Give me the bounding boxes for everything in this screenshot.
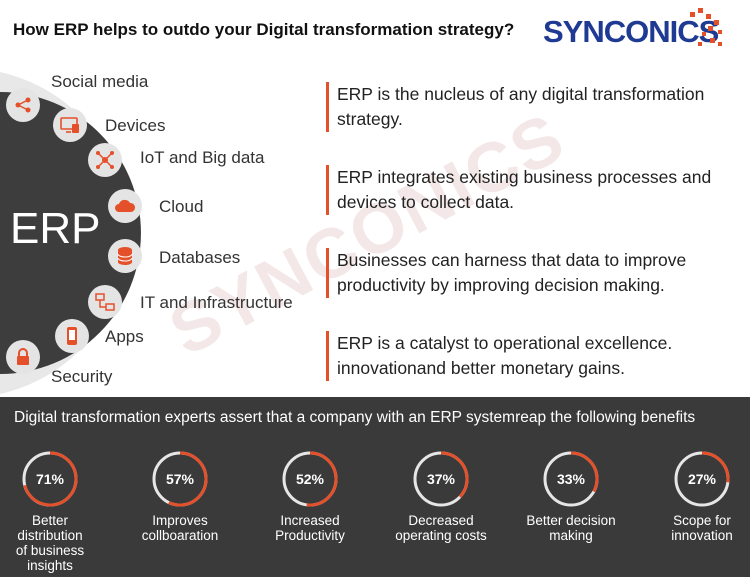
benefit-label: Increased Productivity [275,513,345,543]
benefit-ring-fill [543,451,599,507]
benefit-item: 52% Increased Productivity [250,449,370,543]
statement-2: ERP integrates existing business process… [326,165,750,215]
benefit-ring: 71% [22,451,78,507]
benefit-ring-fill [282,451,338,507]
erp-section: SYNCONICS ERP Social media Devices IoT a… [0,64,750,397]
benefit-value: 57% [166,471,195,487]
benefit-ring-fill [674,451,730,507]
benefit-ring-fill [413,451,469,507]
statement-4: ERP is a catalyst to operational excelle… [326,331,750,381]
benefit-ring: 33% [543,451,599,507]
benefit-ring: 27% [674,451,730,507]
item-apps: Apps [105,327,144,346]
network-icon [88,143,122,177]
benefits-section: Digital transformation experts assert th… [0,397,750,577]
benefit-value: 33% [557,471,586,487]
item-iot: IoT and Big data [140,148,265,167]
item-databases: Databases [159,248,241,267]
benefit-ring: 52% [282,451,338,507]
statement-3: Businesses can harness that data to impr… [326,248,750,298]
benefit-ring: 57% [152,451,208,507]
item-devices: Devices [105,116,166,135]
benefit-value: 27% [688,471,717,487]
benefit-item: 71% Better distribution of business insig… [0,449,110,573]
item-cloud: Cloud [159,197,204,216]
benefit-item: 37% Decreased operating costs [381,449,501,543]
benefit-value: 71% [36,471,65,487]
brand-logo: SYNCONICS [543,14,719,49]
infrastructure-icon [88,285,122,319]
benefit-ring-fill [22,451,78,507]
benefit-item: 27% Scope for innovation [642,449,750,543]
benefit-label: Better decision making [526,513,616,543]
benefits-title: Digital transformation experts assert th… [14,409,696,426]
lock-icon [6,340,40,374]
monitor-icon [53,108,87,142]
benefit-ring: 37% [413,451,469,507]
benefit-value: 37% [427,471,456,487]
item-it-infrastructure: IT and Infrastructure [140,293,293,312]
erp-label: ERP [10,204,101,253]
phone-icon [55,319,89,353]
benefit-label: Improves collboaration [141,513,219,543]
page-title: How ERP helps to outdo your Digital tran… [13,20,515,39]
benefit-item: 33% Better decision making [511,449,631,543]
benefit-label: Scope for innovation [671,513,733,543]
benefit-ring-fill [152,451,208,507]
item-social-media: Social media [51,72,149,91]
benefit-label: Decreased operating costs [395,513,487,543]
benefit-value: 52% [296,471,325,487]
benefit-label: Better distribution of business insights [15,513,85,573]
benefit-item: 57% Improves collboaration [120,449,240,543]
statement-1: ERP is the nucleus of any digital transf… [326,82,750,132]
header: How ERP helps to outdo your Digital tran… [0,0,750,64]
logo-mark-icon [690,8,722,46]
database-icon [108,239,142,273]
cloud-icon [108,189,142,223]
item-security: Security [51,367,113,386]
share-icon [6,88,40,122]
